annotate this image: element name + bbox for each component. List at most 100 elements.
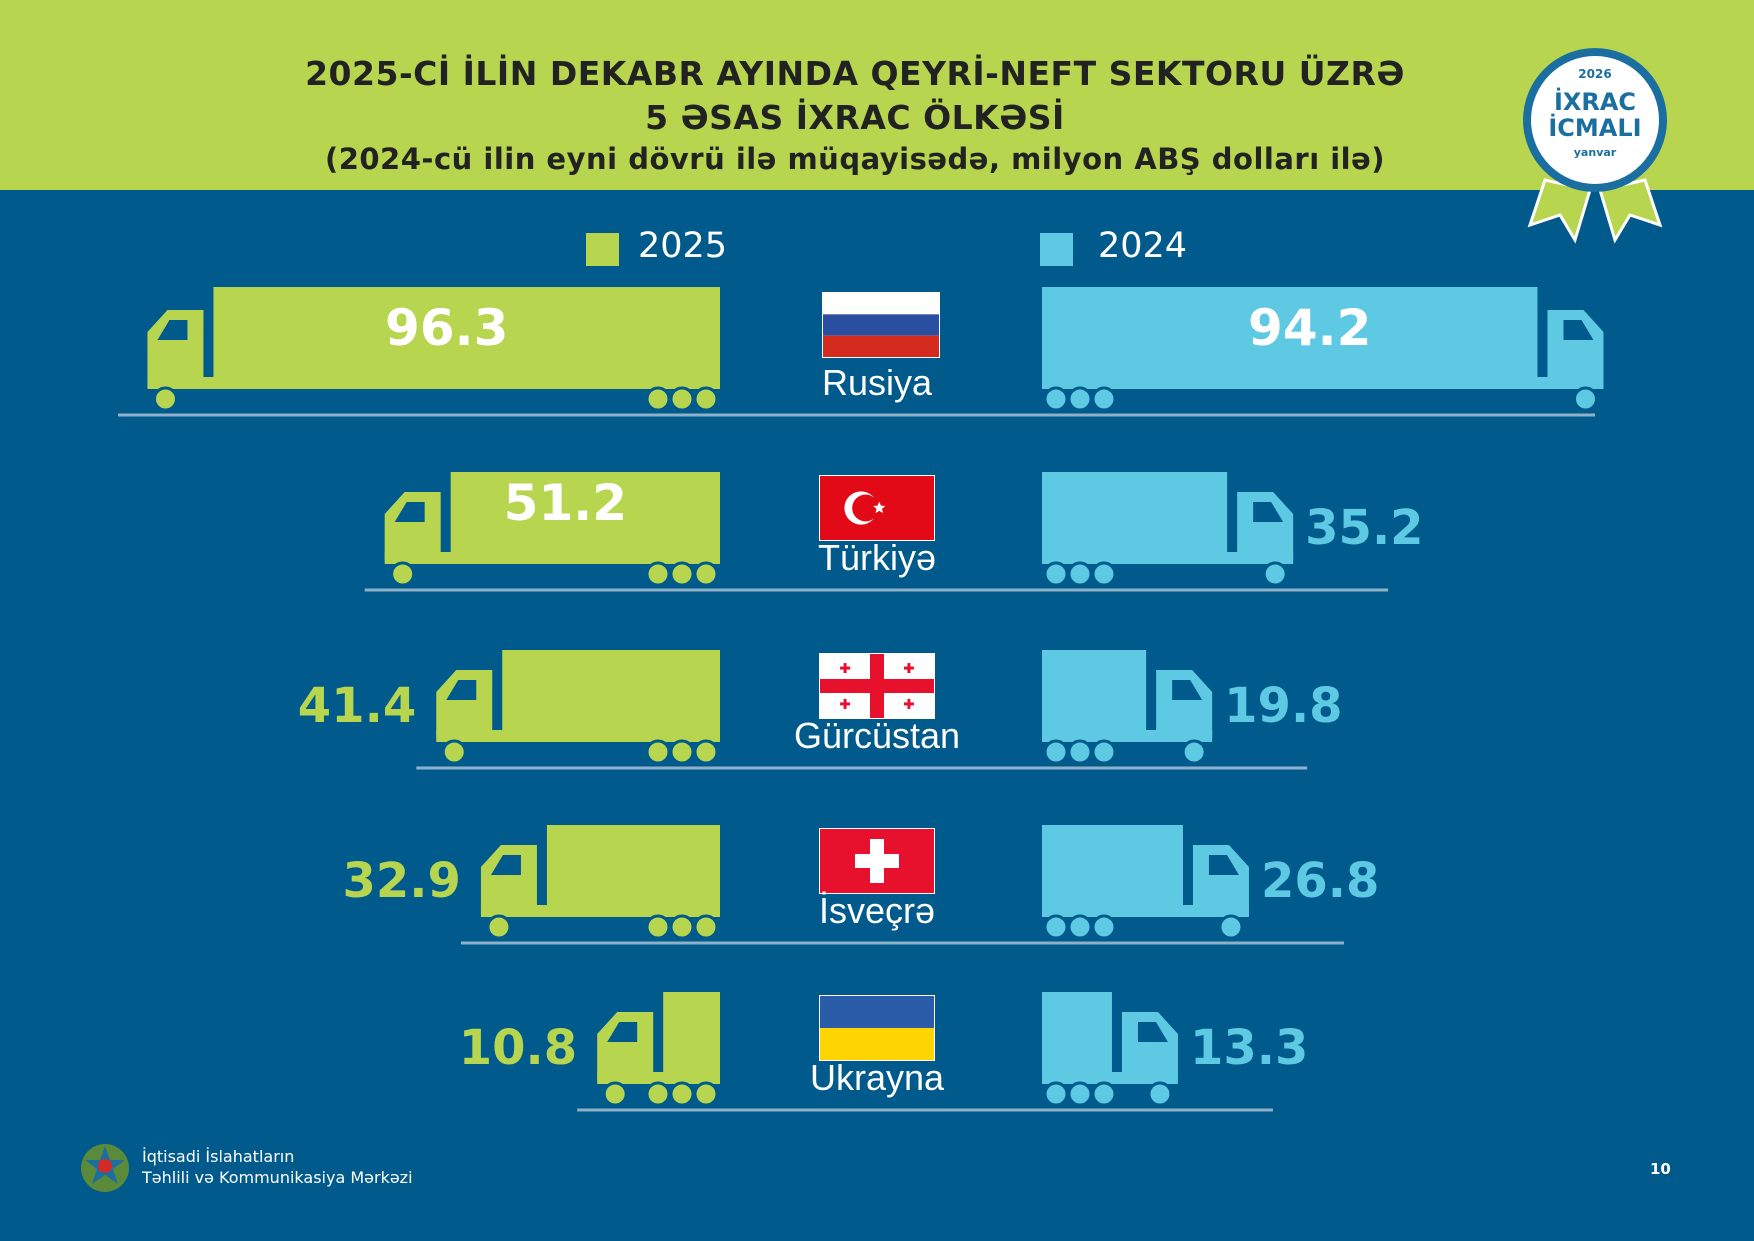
trailer-box xyxy=(663,992,720,1072)
switzerland-flag xyxy=(819,828,935,894)
truck-bed xyxy=(436,730,720,742)
value-label-2024: 94.2 xyxy=(1248,299,1371,357)
value-label-2024: 19.8 xyxy=(1224,678,1342,734)
wheel xyxy=(669,914,695,940)
wheel xyxy=(390,561,416,587)
trailer-box xyxy=(450,472,720,552)
legend-label-2025: 2025 xyxy=(638,226,728,266)
wheel xyxy=(645,386,671,412)
wheel xyxy=(1091,914,1117,940)
wheel xyxy=(1067,386,1093,412)
footer-org-line2: Təhlili və Kommunikasiya Mərkəzi xyxy=(142,1168,413,1187)
page-title-line2: 5 ƏSAS İXRAC ÖLKƏSİ xyxy=(645,98,1065,137)
truck-2025 xyxy=(436,650,720,765)
truck-cab xyxy=(436,670,493,738)
wheel xyxy=(1147,1081,1173,1107)
wheel xyxy=(693,386,719,412)
wheel xyxy=(1572,386,1598,412)
wheel xyxy=(441,739,467,765)
cab-window xyxy=(1563,320,1594,340)
badge-month: yanvar xyxy=(1574,146,1617,159)
value-label-2025: 51.2 xyxy=(504,474,627,532)
truck-cab xyxy=(1192,845,1249,913)
wheel xyxy=(1067,1081,1093,1107)
value-label-2025: 41.4 xyxy=(298,678,416,734)
truck-bed xyxy=(1042,377,1604,389)
trailer-box xyxy=(1042,825,1183,905)
wheel xyxy=(669,386,695,412)
trailer-box xyxy=(1042,472,1228,552)
truck-bed xyxy=(1042,552,1294,564)
coat-of-arms-logo xyxy=(81,1144,129,1192)
truck-2024 xyxy=(1042,287,1604,412)
category-label: İsveçrə xyxy=(819,890,935,931)
truck-cab xyxy=(480,845,537,913)
cab-window xyxy=(490,855,521,875)
cab-window xyxy=(446,680,477,700)
category-label: Gürcüstan xyxy=(794,715,960,756)
value-label-2024: 13.3 xyxy=(1190,1020,1308,1076)
cab-window xyxy=(1172,680,1203,700)
wheel xyxy=(1067,914,1093,940)
russia-flag xyxy=(822,292,940,358)
trailer-box xyxy=(1042,287,1538,377)
value-label-2024: 26.8 xyxy=(1261,853,1379,909)
chart-row-gürcüstan: 41.4 19.8 Gürcüstan xyxy=(298,650,1343,770)
truck-cab xyxy=(597,1012,654,1080)
truck-cab xyxy=(1237,492,1294,560)
page-title: 2025-Cİ İLİN DEKABR AYINDA QEYRİ-NEFT SE… xyxy=(305,54,1405,93)
chart-row-türkiyə: 51.2 35.2 Türkiyə xyxy=(364,472,1424,592)
truck-bed xyxy=(147,377,720,389)
wheel xyxy=(1067,739,1093,765)
wheel xyxy=(693,914,719,940)
wheel xyxy=(1262,561,1288,587)
cab-window xyxy=(157,320,188,340)
cab-window xyxy=(1253,502,1284,522)
wheel xyxy=(645,914,671,940)
wheel xyxy=(602,1081,628,1107)
cab-window xyxy=(607,1022,638,1042)
badge-line2: İCMALI xyxy=(1548,113,1641,142)
truck-2024 xyxy=(1042,472,1294,587)
category-label: Ukrayna xyxy=(810,1057,945,1098)
truck-cab xyxy=(147,310,204,385)
wheel xyxy=(669,561,695,587)
trailer-box xyxy=(213,287,720,377)
turkey-flag xyxy=(819,475,935,541)
wheel xyxy=(1091,739,1117,765)
wheel xyxy=(1043,739,1069,765)
category-label: Türkiyə xyxy=(818,537,936,578)
trailer-box xyxy=(1042,650,1147,730)
wheel xyxy=(1091,386,1117,412)
legend-swatch-2025 xyxy=(586,233,619,266)
truck-2025 xyxy=(480,825,720,940)
truck-2024 xyxy=(1042,992,1178,1107)
truck-2025 xyxy=(147,287,720,412)
truck-2025 xyxy=(597,992,720,1107)
wheel xyxy=(645,561,671,587)
wheel xyxy=(1043,914,1069,940)
truck-2024 xyxy=(1042,650,1213,765)
chart-row-i̇sveçrə: 32.9 26.8 İsveçrə xyxy=(343,825,1379,945)
wheel xyxy=(1218,914,1244,940)
legend-label-2024: 2024 xyxy=(1098,226,1188,266)
wheel xyxy=(645,739,671,765)
chart-row-rusiya: 96.3 94.2 Rusiya xyxy=(118,287,1604,417)
truck-bed xyxy=(384,552,720,564)
wheel xyxy=(486,914,512,940)
cab-window xyxy=(394,502,425,522)
trailer-box xyxy=(546,825,720,905)
truck-cab xyxy=(384,492,441,560)
page-number: 10 xyxy=(1650,1160,1671,1178)
footer-org-line1: İqtisadi İslahatların xyxy=(142,1147,295,1166)
header-band xyxy=(0,0,1754,190)
wheel xyxy=(645,1081,671,1107)
value-label-2025: 32.9 xyxy=(343,853,461,909)
truck-cab xyxy=(1547,310,1604,385)
wheel xyxy=(1067,561,1093,587)
wheel xyxy=(152,386,178,412)
wheel xyxy=(693,1081,719,1107)
category-label: Rusiya xyxy=(822,362,933,403)
ixrac-icmali-badge: 2026 İXRAC İCMALI yanvar xyxy=(1523,48,1667,244)
